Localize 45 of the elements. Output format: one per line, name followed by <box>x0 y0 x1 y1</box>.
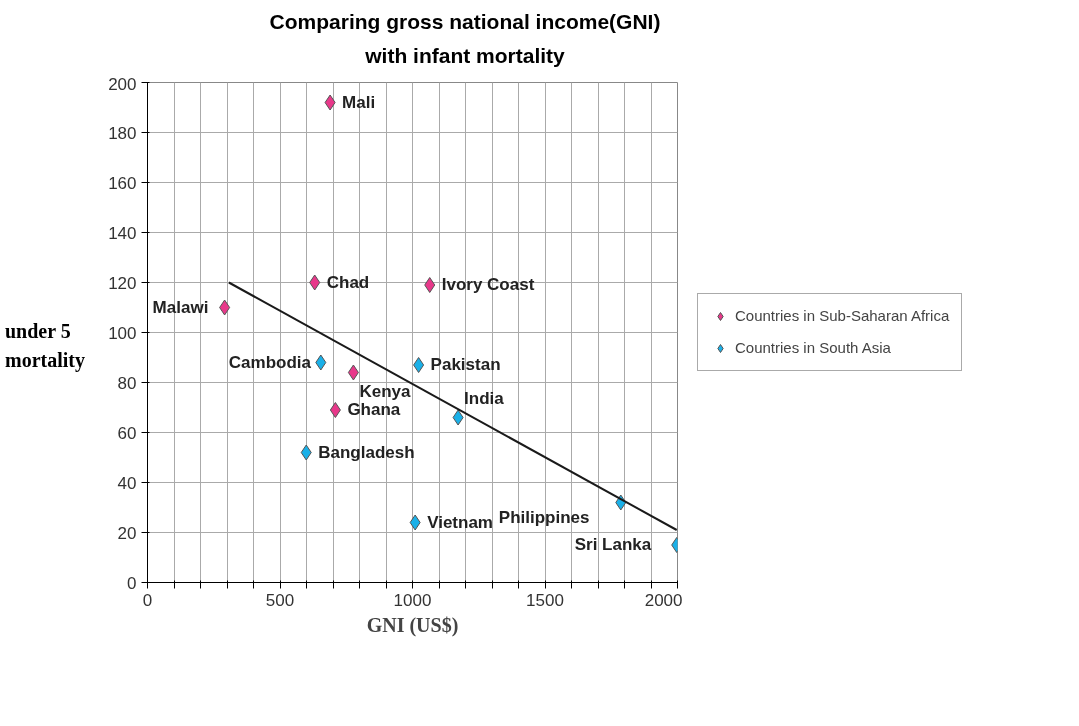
y-tick-label: 20 <box>117 523 137 543</box>
y-tick-label: 180 <box>108 123 137 143</box>
y-tick-label: 100 <box>108 323 137 343</box>
point <box>315 354 327 371</box>
point <box>324 94 336 111</box>
y-tick-label: 160 <box>108 173 137 193</box>
point <box>309 274 321 291</box>
data-label: Mali <box>342 92 376 112</box>
data-label: Bangladesh <box>318 442 415 462</box>
y-axis-title: under 5 mortality <box>5 319 86 374</box>
y-tick-label: 0 <box>127 573 137 593</box>
x-axis-title: GNI (US$) <box>366 613 459 637</box>
x-tick-label: 1000 <box>393 590 432 610</box>
data-label: Ghana <box>347 400 401 420</box>
y-tick-label: 120 <box>108 273 137 293</box>
data-label: India <box>464 388 505 408</box>
data-label: Malawi <box>152 297 209 317</box>
x-tick-label: 0 <box>142 590 153 610</box>
point <box>413 357 425 374</box>
point <box>300 444 312 461</box>
chart-title: Comparing gross national income(GNI) with infant mortality <box>268 9 662 69</box>
data-label: Kenya <box>359 381 411 401</box>
point <box>329 402 341 419</box>
x-tick-label: 500 <box>265 590 295 610</box>
data-label: Cambodia <box>228 352 312 372</box>
point <box>409 514 421 531</box>
point <box>219 299 231 316</box>
y-tick-label: 80 <box>117 373 137 393</box>
legend-label: Countries in South Asia <box>735 339 891 357</box>
x-tick-label: 2000 <box>644 590 683 610</box>
data-label: Sri Lanka <box>574 535 652 555</box>
point <box>424 277 436 294</box>
data-label: Philippines <box>498 507 590 527</box>
point <box>347 364 359 381</box>
data-label: Vietnam <box>427 512 493 532</box>
data-label: Pakistan <box>430 355 501 375</box>
x-tick-label: 1500 <box>526 590 564 610</box>
point <box>452 409 464 426</box>
legend-label: Countries in Sub-Saharan Africa <box>735 307 950 325</box>
y-tick-label: 200 <box>108 74 137 94</box>
y-tick-label: 140 <box>108 223 137 243</box>
data-label: Chad <box>326 272 370 292</box>
y-tick-label: 60 <box>117 423 137 443</box>
y-tick-label: 40 <box>117 473 137 493</box>
data-label: Ivory Coast <box>441 275 535 295</box>
